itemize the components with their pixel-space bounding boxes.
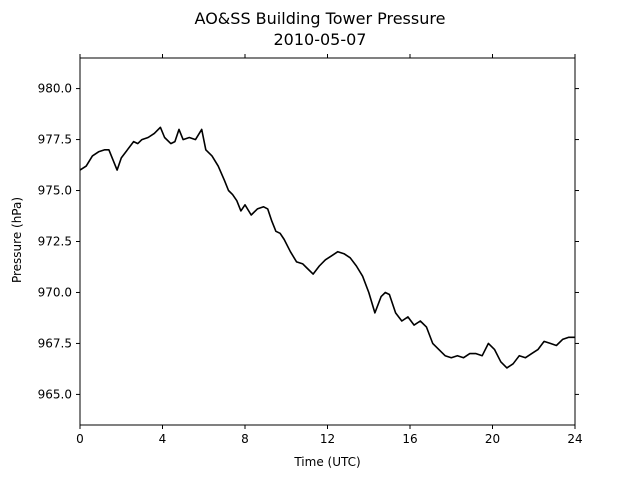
x-tick-label: 0 bbox=[76, 432, 84, 446]
y-tick-label: 967.5 bbox=[38, 336, 72, 350]
y-tick-label: 977.5 bbox=[38, 133, 72, 147]
chart-subtitle: 2010-05-07 bbox=[274, 30, 367, 49]
x-tick-label: 24 bbox=[567, 432, 582, 446]
y-tick-label: 965.0 bbox=[38, 387, 72, 401]
x-tick-label: 8 bbox=[241, 432, 249, 446]
x-tick-label: 12 bbox=[320, 432, 335, 446]
plot-frame bbox=[79, 57, 576, 426]
axis-ticks: 0 4 8 12 16 20 24 965.0 967.5 970.0 972.5 975.0 977.… bbox=[38, 54, 583, 446]
x-tick-label: 4 bbox=[159, 432, 167, 446]
x-tick-label: 20 bbox=[485, 432, 500, 446]
series-layer bbox=[79, 126, 575, 369]
y-tick-label: 975.0 bbox=[38, 184, 72, 198]
y-tick-label: 970.0 bbox=[38, 285, 72, 299]
x-tick-label: 16 bbox=[402, 432, 417, 446]
y-tick-label: 980.0 bbox=[38, 82, 72, 96]
x-axis-label: Time (UTC) bbox=[293, 455, 360, 469]
y-axis-label: Pressure (hPa) bbox=[10, 197, 24, 283]
y-tick-label: 972.5 bbox=[38, 235, 72, 249]
pressure-series-line bbox=[79, 126, 575, 369]
chart-title: AO&SS Building Tower Pressure bbox=[195, 9, 446, 28]
